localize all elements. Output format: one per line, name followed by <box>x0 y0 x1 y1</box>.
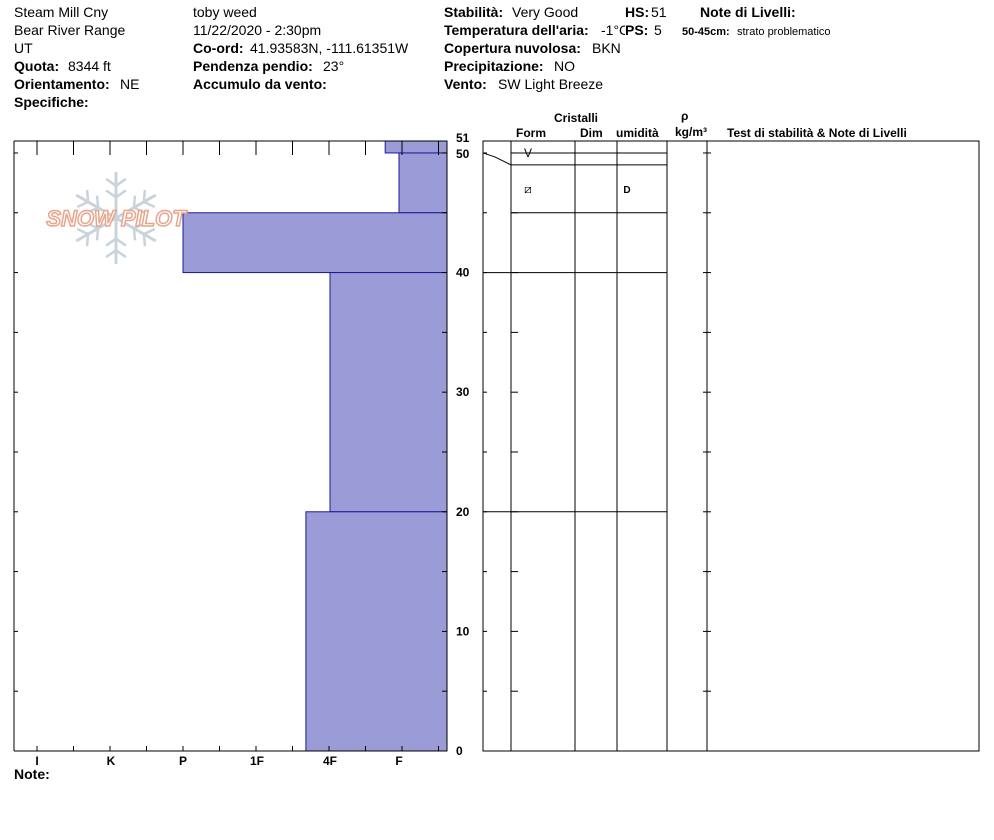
wind-loading-label: Accumulo da vento: <box>193 76 327 92</box>
depth-label-50: 50 <box>456 147 470 161</box>
hardness-label-F: F <box>395 754 402 768</box>
stability-label: Stabilità: <box>444 4 504 20</box>
state: UT <box>14 40 33 56</box>
coords-value: 41.93583N, -111.61351W <box>250 40 409 56</box>
snowflake-branch <box>105 249 117 259</box>
snowflake-branch <box>115 237 127 247</box>
hs-label: HS: <box>625 4 650 20</box>
crystal-form-0: V <box>524 146 532 160</box>
depth-label-30: 30 <box>456 385 470 399</box>
snowflake-branch <box>86 206 99 214</box>
hardness-label-1F: 1F <box>250 754 264 768</box>
depth-label-40: 40 <box>456 266 470 280</box>
precip-value: NO <box>554 58 575 74</box>
ps-label: PS: <box>625 22 649 38</box>
moisture-header: umidità <box>616 126 659 140</box>
specifics-label: Specifiche: <box>14 94 89 110</box>
depth-label-51: 51 <box>456 131 470 145</box>
hardness-label-K: K <box>107 754 116 768</box>
logo-wordmark: SNOW PILOT <box>46 206 187 231</box>
hardness-layer-0 <box>384 140 448 154</box>
depth-label-20: 20 <box>456 505 470 519</box>
elevation-value: 8344 ft <box>68 58 111 74</box>
hardness-label-4F: 4F <box>323 754 337 768</box>
density-unit-header: kg/m³ <box>675 125 708 139</box>
snowflake-branch <box>115 177 127 187</box>
hardness-layer-2 <box>182 212 448 274</box>
wind-label: Vento: <box>444 76 487 92</box>
snowflake-branch <box>143 227 156 236</box>
elevation-label: Quota: <box>14 58 60 74</box>
snowflake-branch <box>115 189 127 199</box>
form-header: Form <box>516 126 546 140</box>
hardness-layer-3 <box>329 272 448 513</box>
snowflake-branch <box>132 228 137 241</box>
layer-note-text: strato problematico <box>737 26 831 38</box>
snowflake-branch <box>86 222 99 230</box>
depth-label-10: 10 <box>456 624 470 638</box>
air-temp-label: Temperatura dell'aria: <box>444 22 589 38</box>
stability-value: Very Good <box>512 4 579 20</box>
coords-label: Co-ord: <box>193 40 244 56</box>
depth-label-0: 0 <box>456 744 463 758</box>
snowflake-branch <box>115 249 127 259</box>
slope-value: 23° <box>323 58 345 74</box>
snowflake-arm <box>115 216 157 243</box>
right-frame <box>482 140 980 752</box>
snowflake-branch <box>85 189 90 203</box>
snowflake-branch <box>105 177 117 187</box>
size-header: Dim <box>580 126 603 140</box>
layer-note-range: 50-45cm: <box>682 26 730 38</box>
snowflake-arm <box>75 193 117 220</box>
snowflake-branch <box>76 227 89 236</box>
snowflake-branch <box>85 233 90 247</box>
notes-label: Note: <box>14 766 50 782</box>
aspect-value: NE <box>120 76 140 92</box>
crystal-form-1: ⧄ <box>524 182 532 196</box>
snowflake-branch <box>95 195 100 208</box>
wind-value: SW Light Breeze <box>498 76 604 92</box>
snowflake-branch <box>95 228 100 241</box>
mountain-range: Bear River Range <box>14 22 126 38</box>
snowflake-branch <box>133 222 146 230</box>
aspect-label: Orientamento: <box>14 76 110 92</box>
ps-value: 5 <box>654 22 662 38</box>
location: Steam Mill Cny <box>14 4 109 20</box>
snowflake-branch <box>76 200 89 209</box>
snowflake-branch <box>142 233 147 247</box>
snowflake-branch <box>105 237 117 247</box>
snowflake-branch <box>143 200 156 209</box>
layer-connector <box>482 152 512 166</box>
cloud-label: Copertura nuvolosa: <box>444 40 581 56</box>
cloud-value: BKN <box>592 40 621 56</box>
observer: toby weed <box>193 4 257 20</box>
snowflake-branch <box>132 195 137 208</box>
slope-label: Pendenza pendio: <box>193 58 313 74</box>
snowflake-branch <box>105 189 117 199</box>
air-temp-value: -1°C <box>601 22 625 38</box>
snowflake-branch <box>142 189 147 203</box>
crystal-moisture-1: D <box>623 185 630 196</box>
rho-header: ρ <box>681 109 689 123</box>
crystals-header: Cristalli <box>554 111 599 125</box>
layer-notes-label: Note di Livelli: <box>700 4 796 20</box>
precip-label: Precipitazione: <box>444 58 544 74</box>
hardness-layer-4 <box>305 511 448 752</box>
snowflake-arm <box>75 216 117 243</box>
datetime: 11/22/2020 - 2:30pm <box>193 22 322 38</box>
hardness-layer-1 <box>398 152 448 214</box>
hs-value: 51 <box>651 4 667 20</box>
snowpilot-logo: SNOW PILOT <box>46 172 188 264</box>
hardness-label-P: P <box>179 754 187 768</box>
snowflake-branch <box>133 206 146 214</box>
stability-notes-header: Test di stabilità & Note di Livelli <box>727 126 907 140</box>
snowflake-arm <box>115 193 157 220</box>
